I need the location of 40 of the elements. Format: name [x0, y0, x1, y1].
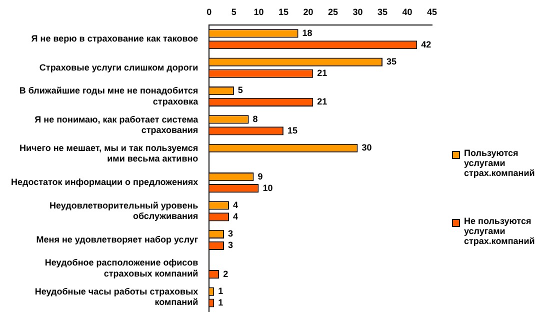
- data-label: 15: [287, 125, 298, 136]
- data-label: 1: [218, 297, 224, 308]
- data-label: 30: [362, 142, 372, 153]
- y-tick-label: Неудобное расположение офисов страховых компаний: [44, 258, 199, 278]
- x-tick-label: 45: [426, 6, 438, 17]
- y-tick-label: В ближайшие годы мне не понадобится страховка: [19, 86, 200, 106]
- y-tick-label: Страховые услуги слишком дороги: [39, 62, 198, 72]
- y-tick-label: Я не верю в страхование как таковое: [31, 34, 198, 44]
- x-tick-label: 35: [377, 6, 388, 17]
- y-tick-label: Недостаток информации о предложениях: [11, 177, 198, 188]
- data-label: 9: [258, 171, 263, 182]
- data-label: 8: [252, 114, 258, 124]
- x-tick-label: 20: [303, 6, 314, 17]
- x-tick-label: 25: [328, 6, 338, 17]
- data-label: 35: [386, 56, 396, 67]
- data-label: 18: [302, 28, 312, 38]
- x-tick-label: 40: [402, 6, 412, 17]
- data-label: 1: [218, 286, 224, 296]
- y-tick-label: Я не понимаю, как работает система страхования: [34, 114, 200, 136]
- data-label: 3: [228, 240, 234, 250]
- data-label: 3: [228, 228, 234, 239]
- data-label: 4: [232, 211, 238, 222]
- y-tick-label: Меня не удовлетворяет набор услуг: [36, 234, 198, 244]
- data-label: 10: [262, 182, 273, 193]
- legend-label: Не пользуются услугами страх.компаний: [464, 216, 536, 246]
- x-tick-label: 5: [231, 6, 236, 17]
- data-label: 21: [317, 68, 328, 78]
- y-tick-label: Ничего не мешает, мы и так пользуемся ими весьма активно: [19, 142, 199, 164]
- data-label: 4: [232, 200, 238, 210]
- x-tick-label: 30: [352, 6, 363, 17]
- data-label: 42: [421, 39, 432, 50]
- legend-label: Пользуются услугами страх.компаний: [464, 148, 536, 178]
- x-tick-label: 15: [278, 6, 288, 17]
- data-label: 5: [238, 85, 243, 96]
- y-tick-label: Неудобные часы работы страховых компаний: [34, 286, 198, 308]
- x-tick-label: 10: [254, 6, 264, 17]
- data-label: 2: [223, 268, 228, 279]
- x-tick-label: 0: [206, 6, 212, 17]
- data-label: 21: [317, 96, 328, 107]
- y-tick-label: Неудовлетворительный уровень обслуживания: [49, 200, 199, 222]
